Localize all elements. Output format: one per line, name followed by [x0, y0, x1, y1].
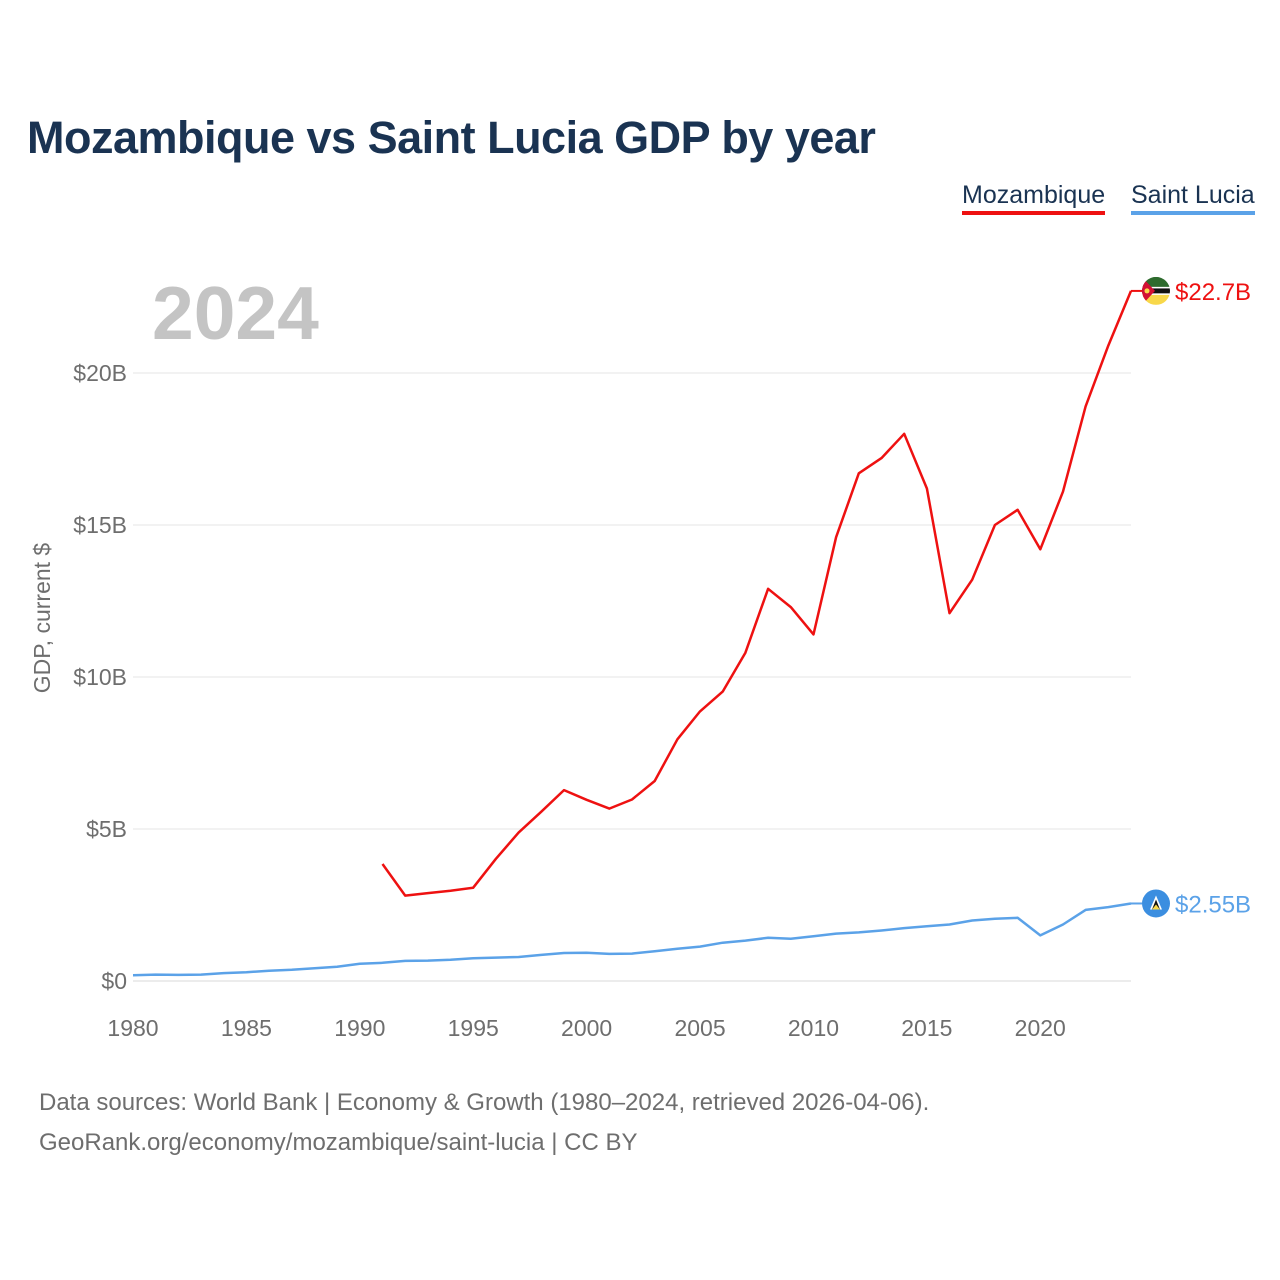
x-tick-label: 1995 — [448, 1015, 499, 1041]
legend-swatch-saint-lucia — [1131, 211, 1255, 215]
x-tick-label: 2005 — [674, 1015, 725, 1041]
footer-source: Data sources: World Bank | Economy & Gro… — [39, 1089, 930, 1116]
footer: Data sources: World Bank | Economy & Gro… — [39, 1083, 929, 1163]
legend-label-mozambique: Mozambique — [962, 181, 1106, 209]
x-tick-label: 2015 — [901, 1015, 952, 1041]
x-tick-label: 1990 — [334, 1015, 385, 1041]
y-tick-label: $5B — [86, 816, 127, 842]
x-tick-label: 2020 — [1015, 1015, 1066, 1041]
series-line-saint-lucia[interactable] — [132, 902, 1132, 977]
gdp-line-chart: 2024 GDP, current $ $0 $5B $10B $15B $20B 19… — [29, 271, 1251, 1041]
x-tick-label: 2000 — [561, 1015, 612, 1041]
legend-item-mozambique[interactable]: Mozambique — [962, 181, 1106, 215]
footer-url[interactable]: GeoRank.org/economy/mozambique/saint-luc… — [39, 1129, 638, 1156]
x-tick-label: 1980 — [107, 1015, 158, 1041]
chart-title: Mozambique vs Saint Lucia GDP by year — [27, 112, 876, 163]
y-tick-label: $0 — [101, 968, 127, 994]
end-value-label-saint-lucia: $2.55B — [1175, 891, 1251, 918]
y-axis-label: GDP, current $ — [29, 543, 55, 694]
legend-item-saint-lucia[interactable]: Saint Lucia — [1131, 181, 1255, 215]
legend-label-saint-lucia: Saint Lucia — [1131, 181, 1255, 209]
end-value-label-mozambique: $22.7B — [1175, 279, 1251, 306]
x-tick-label: 2010 — [788, 1015, 839, 1041]
legend-swatch-mozambique — [962, 211, 1106, 215]
saint-lucia-flag-icon — [1142, 889, 1170, 918]
x-tick-label: 1985 — [221, 1015, 272, 1041]
y-tick-label: $15B — [73, 512, 127, 538]
mozambique-flag-icon — [1142, 276, 1170, 305]
y-tick-label: $10B — [73, 664, 127, 690]
series-line-mozambique[interactable] — [381, 290, 1133, 897]
year-label: 2024 — [152, 271, 319, 355]
y-tick-label: $20B — [73, 360, 127, 386]
